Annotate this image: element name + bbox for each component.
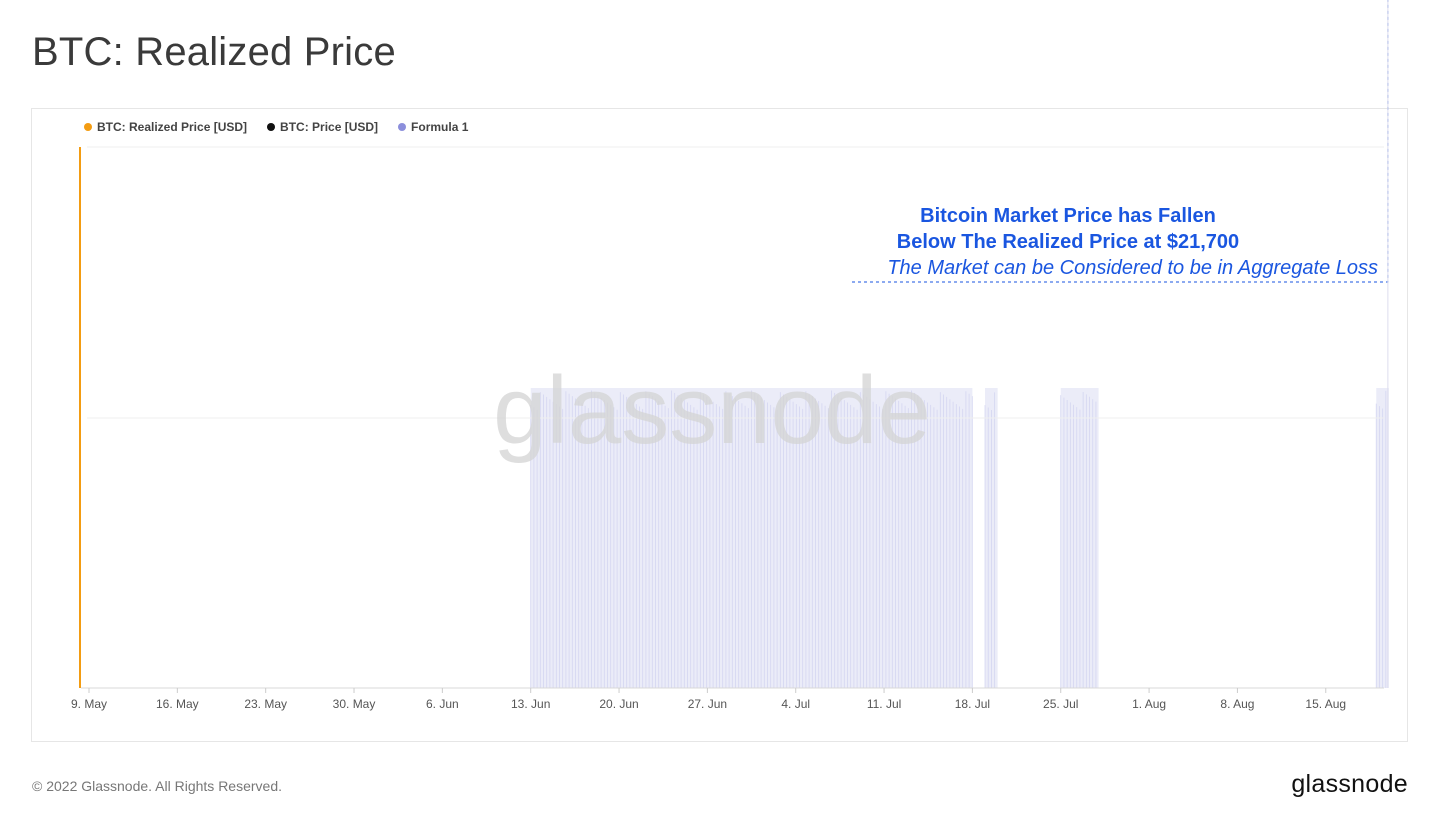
- legend-item-price[interactable]: BTC: Price [USD]: [267, 120, 378, 134]
- x-tick-label: 23. May: [244, 697, 287, 711]
- x-tick-label: 6. Jun: [426, 697, 459, 711]
- legend-label-formula: Formula 1: [411, 120, 469, 134]
- x-tick-label: 25. Jul: [1043, 697, 1078, 711]
- legend-dot-price: [267, 123, 276, 131]
- x-tick-label: 27. Jun: [688, 697, 727, 711]
- annotation-line-3: The Market can be Considered to be in Ag…: [887, 257, 1378, 279]
- formula-interval: [530, 388, 973, 688]
- legend-dot-formula: [398, 123, 407, 131]
- x-tick-label: 20. Jun: [599, 697, 638, 711]
- legend-label-price: BTC: Price [USD]: [280, 120, 379, 134]
- formula-interval: [1060, 388, 1099, 688]
- x-tick-label: 9. May: [71, 697, 107, 711]
- x-tick-label: 15. Aug: [1305, 697, 1346, 711]
- legend-label-realized-price: BTC: Realized Price [USD]: [97, 120, 248, 134]
- annotation-marker: [852, 0, 1389, 688]
- legend-dot-realized-price: [84, 123, 92, 131]
- chart-watermark: glassnode: [493, 357, 931, 464]
- x-tick-label: 8. Aug: [1220, 697, 1254, 711]
- formula-interval: [984, 388, 998, 688]
- annotation-line-2: Below The Realized Price at $21,700: [896, 231, 1240, 253]
- formula-intervals: [530, 388, 1389, 688]
- page-title: BTC: Realized Price: [32, 30, 396, 74]
- formula-interval: [1375, 388, 1389, 688]
- legend-item-formula[interactable]: Formula 1: [398, 120, 468, 134]
- x-tick-label: 18. Jul: [955, 697, 990, 711]
- chart-grid: [79, 146, 1384, 689]
- x-tick-label: 13. Jun: [511, 697, 550, 711]
- annotation-line-1: Bitcoin Market Price has Fallen: [920, 205, 1216, 227]
- chart-axes: 9. May 16. May 23. May 30. May 6. Jun 13. Jun…: [71, 688, 1346, 711]
- brand-logo[interactable]: glassnode: [1291, 770, 1408, 798]
- chart-frame: [31, 108, 1408, 742]
- x-tick-label: 11. Jul: [867, 697, 901, 711]
- chart-legend: BTC: Realized Price [USD] BTC: Price [US…: [84, 120, 468, 134]
- copyright-text: © 2022 Glassnode. All Rights Reserved.: [32, 778, 283, 794]
- x-tick-label: 16. May: [156, 697, 199, 711]
- x-tick-label: 30. May: [333, 697, 376, 711]
- x-tick-label: 1. Aug: [1132, 697, 1166, 711]
- x-tick-label: 4. Jul: [781, 697, 810, 711]
- chart-annotation: Bitcoin Market Price has Fallen Below Th…: [758, 203, 1378, 281]
- legend-item-realized-price[interactable]: BTC: Realized Price [USD]: [84, 120, 247, 134]
